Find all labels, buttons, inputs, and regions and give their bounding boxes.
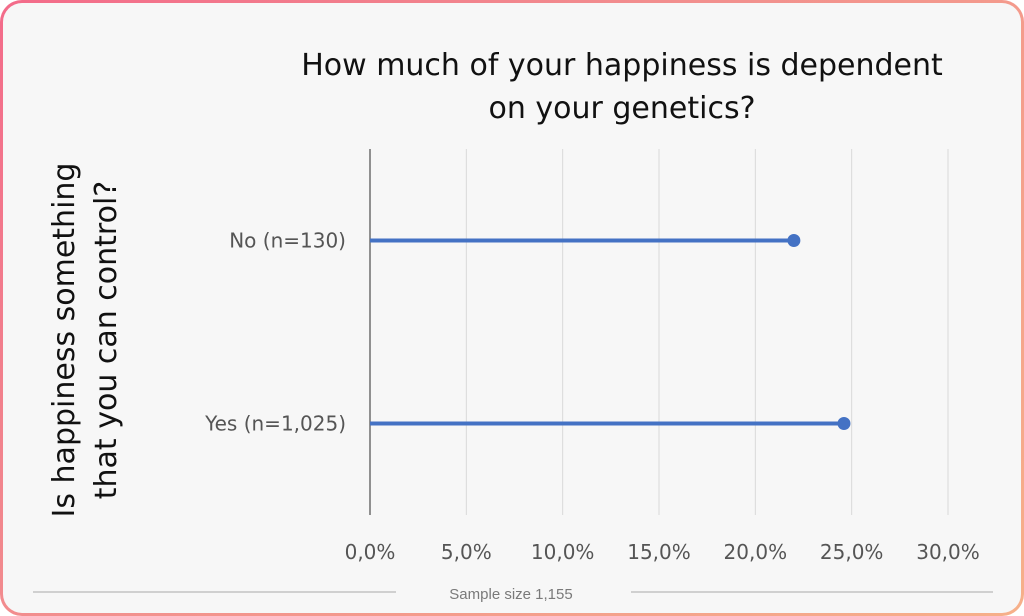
chart-svg: How much of your happiness is dependent … <box>33 48 993 603</box>
category-label: Yes (n=1,025) <box>204 412 346 436</box>
y-axis-label-line-1: Is happiness something <box>47 163 82 518</box>
lollipop-point <box>787 234 801 247</box>
gridlines <box>465 149 949 515</box>
chart-title-line-2: on your genetics? <box>488 91 755 126</box>
chart-panel: How much of your happiness is dependent … <box>3 3 1021 613</box>
x-tick-label: 0,0% <box>345 540 396 564</box>
lollipop-point <box>837 417 851 430</box>
chart-title-line-1: How much of your happiness is dependent <box>301 48 943 83</box>
x-tick-label: 25,0% <box>820 540 884 564</box>
category-labels: No (n=130) Yes (n=1,025) <box>204 229 346 436</box>
x-tick-label: 20,0% <box>724 540 788 564</box>
x-tick-label: 15,0% <box>627 540 691 564</box>
sample-size-note: Sample size 1,155 <box>449 586 572 603</box>
x-tick-label: 10,0% <box>531 540 595 564</box>
category-label: No (n=130) <box>229 229 346 253</box>
x-axis-tick-labels: 0,0% 5,0% 10,0% 15,0% 20,0% 25,0% 30,0% <box>345 540 980 564</box>
y-axis-label-line-2: that you can control? <box>89 181 124 499</box>
x-tick-label: 5,0% <box>441 540 492 564</box>
x-tick-label: 30,0% <box>916 540 980 564</box>
data-marks <box>370 234 851 430</box>
